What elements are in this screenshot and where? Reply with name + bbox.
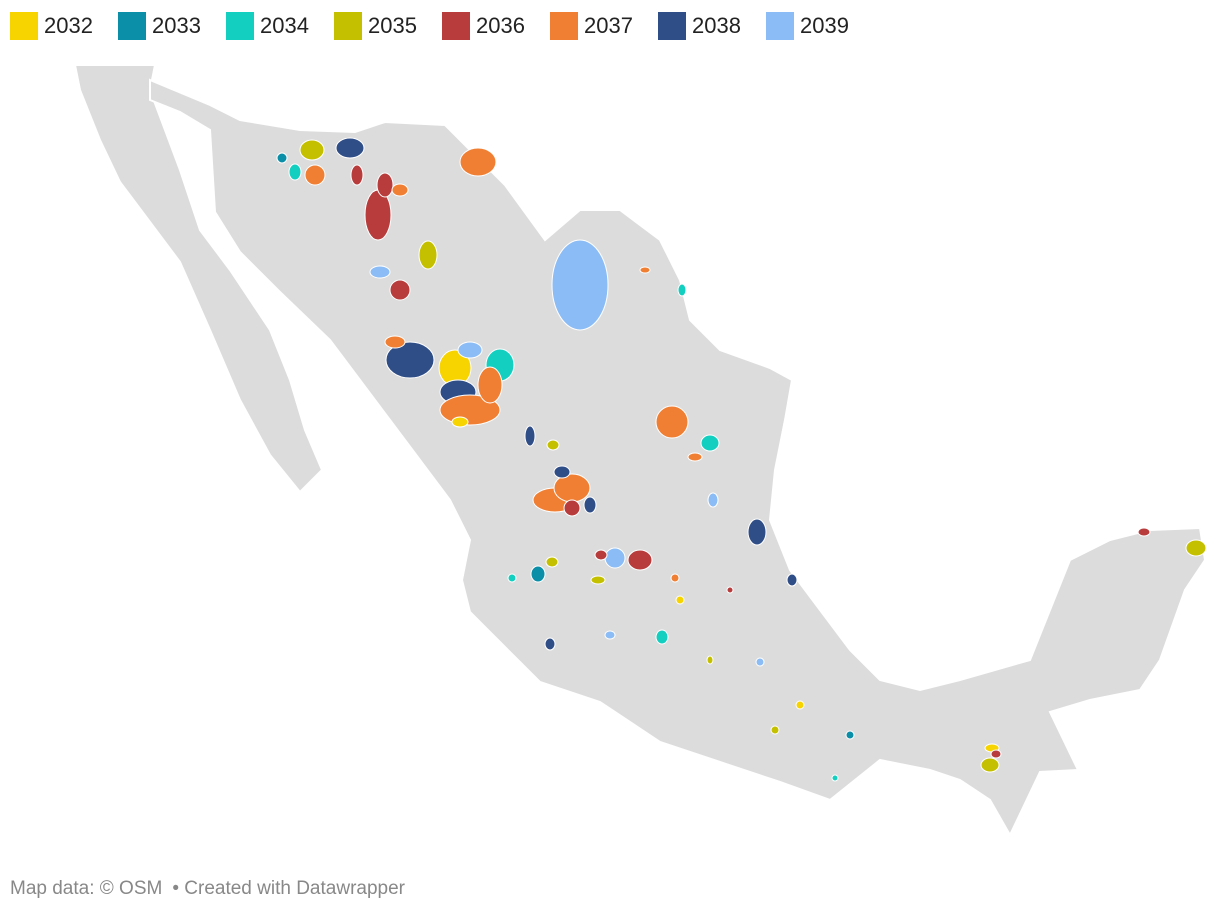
municipality: [389, 279, 411, 301]
legend-item: 2033: [118, 12, 226, 40]
municipality: [1137, 527, 1151, 537]
legend-swatch: [766, 12, 794, 40]
municipality: [304, 164, 326, 186]
municipality: [831, 774, 839, 782]
municipality: [507, 573, 517, 583]
legend-swatch: [442, 12, 470, 40]
municipality: [675, 595, 685, 605]
municipality: [980, 757, 1000, 773]
municipality: [670, 573, 680, 583]
legend-item: 2038: [658, 12, 766, 40]
municipality: [590, 575, 606, 585]
municipality: [439, 394, 501, 426]
municipality: [553, 465, 571, 479]
municipality: [457, 341, 483, 359]
municipality: [530, 565, 546, 583]
municipality: [546, 439, 560, 451]
legend-item: 2036: [442, 12, 550, 40]
municipality: [747, 518, 767, 546]
municipality: [755, 657, 765, 667]
legend-label: 2033: [152, 13, 201, 38]
legend-swatch: [334, 12, 362, 40]
municipality: [376, 172, 394, 198]
map: [73, 64, 1207, 838]
legend-label: 2037: [584, 13, 633, 38]
municipality: [364, 189, 392, 241]
municipality: [524, 425, 536, 447]
highlighted-municipalities: [276, 137, 1207, 782]
municipality: [391, 183, 409, 197]
country-shape: [73, 64, 1207, 838]
source: Map data: © OSM: [10, 878, 163, 899]
municipality: [384, 335, 406, 349]
municipality: [627, 549, 653, 571]
municipality: [545, 556, 559, 568]
municipality: [845, 730, 855, 740]
municipality: [594, 549, 608, 561]
mainland: [149, 78, 1207, 838]
legend-swatch: [118, 12, 146, 40]
municipality: [700, 434, 720, 452]
legend-item: 2039: [766, 12, 874, 40]
municipality: [687, 452, 703, 462]
legend-label: 2038: [692, 13, 741, 38]
municipality: [276, 152, 288, 164]
municipality: [563, 499, 581, 517]
municipality: [655, 405, 689, 439]
municipality: [459, 147, 497, 177]
municipality: [350, 164, 364, 186]
municipality: [418, 240, 438, 270]
municipality: [299, 139, 325, 161]
municipality: [726, 586, 734, 594]
municipality: [544, 637, 556, 651]
legend-item: 2034: [226, 12, 334, 40]
legend-item: 2035: [334, 12, 442, 40]
legend-swatch: [550, 12, 578, 40]
municipality: [655, 629, 669, 645]
legend-label: 2039: [800, 13, 849, 38]
municipality: [1185, 539, 1207, 557]
municipality: [583, 496, 597, 514]
municipality: [677, 283, 687, 297]
municipality: [604, 630, 616, 640]
municipality: [707, 492, 719, 508]
municipality: [770, 725, 780, 735]
municipality: [706, 655, 714, 665]
credit: • Created with Datawrapper: [172, 878, 405, 899]
legend-item: 2037: [550, 12, 658, 40]
municipality: [369, 265, 391, 279]
municipality: [385, 341, 435, 379]
legend-swatch: [226, 12, 254, 40]
legend-swatch: [658, 12, 686, 40]
legend-label: 2035: [368, 13, 417, 38]
footer: Map data: © OSM • Created with Datawrappe…: [10, 878, 405, 900]
municipality: [990, 749, 1002, 759]
legend-label: 2032: [44, 13, 93, 38]
baja-california: [73, 64, 324, 494]
municipality: [288, 163, 302, 181]
legend-item: 2032: [10, 12, 118, 40]
municipality: [335, 137, 365, 159]
municipality: [795, 700, 805, 710]
municipality: [786, 573, 798, 587]
legend-swatch: [10, 12, 38, 40]
legend: 2032 2033 2034 2035 2036 2037 2038 2039: [10, 12, 874, 40]
municipality: [551, 239, 609, 331]
legend-label: 2036: [476, 13, 525, 38]
legend-label: 2034: [260, 13, 309, 38]
municipality: [477, 366, 503, 404]
municipality: [604, 547, 626, 569]
municipality: [451, 416, 469, 428]
municipality: [639, 266, 651, 274]
